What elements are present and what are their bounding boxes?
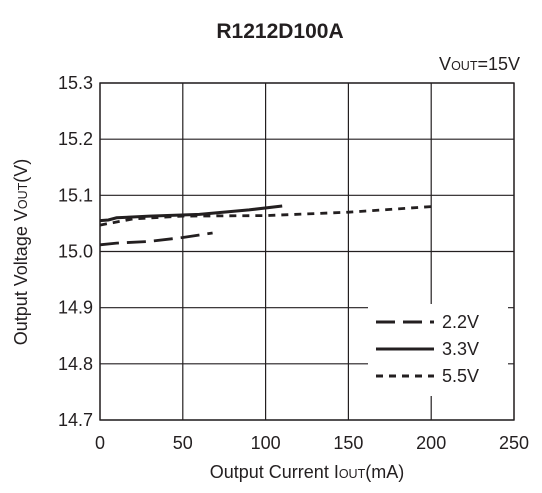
y-tick-label: 15.3 xyxy=(58,73,93,93)
y-tick-label: 15.2 xyxy=(58,129,93,149)
y-tick-labels: 14.7 14.8 14.9 15.0 15.1 15.2 15.3 xyxy=(58,73,93,430)
legend-label: 3.3V xyxy=(442,339,479,359)
series-line-3.3V xyxy=(99,204,283,223)
y-tick-label: 15.1 xyxy=(58,185,93,205)
x-tick-label: 250 xyxy=(499,433,529,453)
series-line-2.2V xyxy=(99,231,213,247)
x-axis-label: Output Current IOUT(mA) xyxy=(210,462,404,482)
x-tick-labels: 0 50 100 150 200 250 xyxy=(95,433,529,453)
x-tick-label: 200 xyxy=(416,433,446,453)
y-tick-label: 15.0 xyxy=(58,242,93,262)
y-tick-label: 14.7 xyxy=(58,410,93,430)
y-tick-label: 14.9 xyxy=(58,298,93,318)
x-tick-label: 0 xyxy=(95,433,105,453)
y-tick-label: 14.8 xyxy=(58,354,93,374)
series-lines xyxy=(99,204,432,247)
series-line-5.5V xyxy=(99,205,432,227)
condition-label: VOUT=15V xyxy=(439,54,520,74)
y-axis-label: Output Voltage VOUT(V) xyxy=(11,159,31,346)
chart-title: R1212D100A xyxy=(216,20,343,43)
x-tick-label: 150 xyxy=(333,433,363,453)
x-tick-label: 100 xyxy=(251,433,281,453)
plot-frame xyxy=(99,82,515,421)
legend: 2.2V 3.3V 5.5V xyxy=(368,304,508,396)
legend-label: 5.5V xyxy=(442,366,479,386)
legend-label: 2.2V xyxy=(442,312,479,332)
x-tick-label: 50 xyxy=(173,433,193,453)
